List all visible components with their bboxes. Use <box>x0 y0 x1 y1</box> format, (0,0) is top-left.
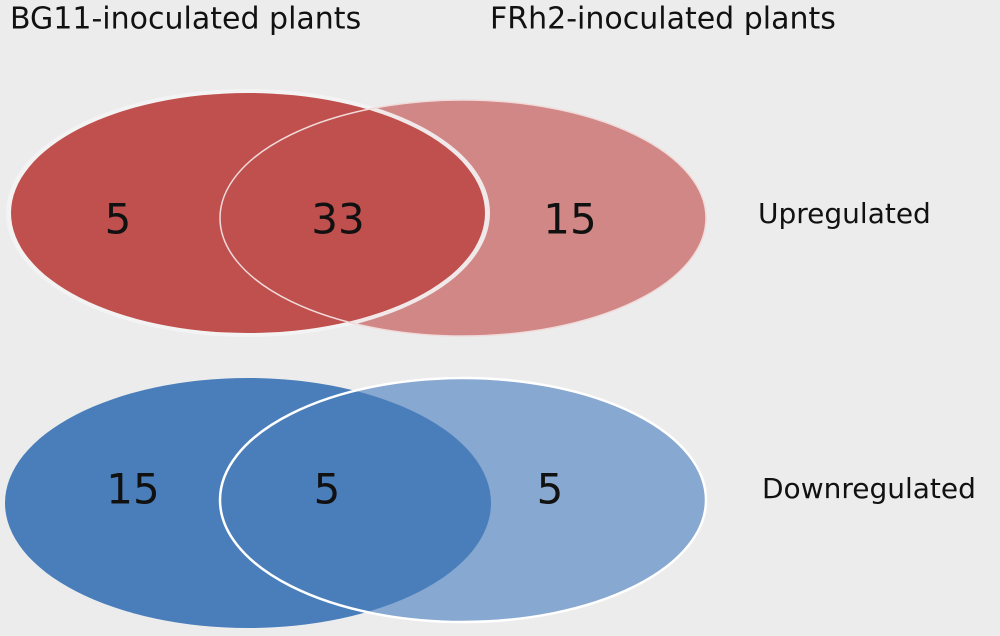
row-label: Downregulated <box>762 472 976 505</box>
right-only-count: 5 <box>537 465 564 514</box>
row-label: Upregulated <box>758 197 931 230</box>
left-set-title: BG11-inoculated plants <box>10 2 361 37</box>
right-set-outline <box>219 99 707 337</box>
right-set-outline <box>218 376 708 624</box>
left-set-circle <box>11 93 485 333</box>
right-only-count: 15 <box>543 195 596 244</box>
overlap-count: 33 <box>311 195 364 244</box>
left-only-count: 5 <box>105 195 132 244</box>
left-set-circle <box>5 378 491 628</box>
left-only-count: 15 <box>106 465 159 514</box>
upregulated-venn <box>6 89 707 337</box>
downregulated-venn <box>5 376 708 628</box>
right-set-title: FRh2-inoculated plants <box>490 2 836 37</box>
overlap-count: 5 <box>314 465 341 514</box>
